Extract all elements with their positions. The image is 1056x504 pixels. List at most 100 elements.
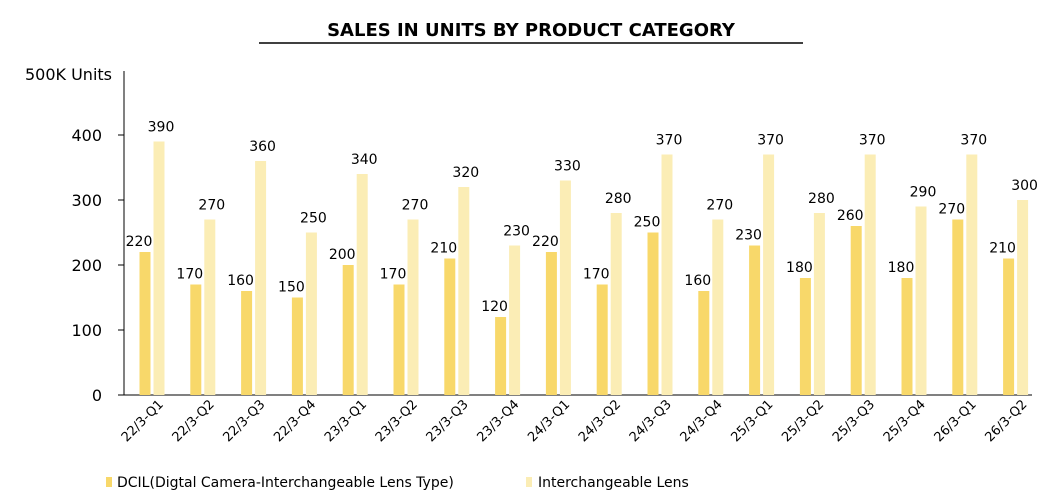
y-tick-label: 400: [71, 126, 102, 145]
bar-dcil: [139, 252, 151, 395]
bar-dcil: [952, 219, 964, 395]
value-label-interchangeable-lens: 250: [300, 211, 327, 227]
bar-dcil: [596, 284, 608, 395]
bar-interchangeable-lens: [204, 219, 216, 395]
bar-interchangeable-lens: [813, 213, 825, 395]
legend-swatch-dcil: [106, 477, 112, 487]
y-tick-label: 0: [92, 386, 102, 405]
bar-interchangeable-lens: [559, 180, 571, 395]
chart-title: SALES IN UNITS BY PRODUCT CATEGORY: [327, 20, 736, 41]
value-label-dcil: 120: [481, 299, 508, 315]
value-label-dcil: 270: [938, 202, 965, 218]
y-axis-ticks: 0 100 200 300 400: [71, 126, 124, 405]
value-label-interchangeable-lens: 290: [910, 185, 937, 201]
bar-interchangeable-lens: [763, 154, 775, 395]
value-label-interchangeable-lens: 370: [859, 133, 886, 149]
category-label: 24/3-Q1: [525, 397, 573, 445]
y-axis-label: 500K Units: [25, 65, 112, 84]
value-label-interchangeable-lens: 230: [503, 224, 530, 240]
value-label-interchangeable-lens: 360: [249, 139, 276, 155]
value-label-interchangeable-lens: 340: [351, 152, 378, 168]
value-label-interchangeable-lens: 370: [656, 133, 683, 149]
category-label: 25/3-Q2: [779, 397, 827, 445]
bar-interchangeable-lens: [407, 219, 419, 395]
value-label-dcil: 160: [227, 273, 254, 289]
category-label: 22/3-Q2: [170, 397, 218, 445]
value-label-dcil: 180: [888, 260, 915, 276]
bar-interchangeable-lens: [915, 206, 927, 395]
value-label-interchangeable-lens: 280: [808, 191, 835, 207]
bar-dcil: [291, 297, 303, 395]
value-label-interchangeable-lens: 390: [148, 120, 175, 136]
value-label-dcil: 170: [380, 267, 407, 283]
value-labels-group: 220 390 170 270 160 360 150 250 200 340 170 270 210 3…: [126, 120, 1038, 316]
bar-interchangeable-lens: [864, 154, 876, 395]
bar-dcil: [342, 265, 354, 395]
bar-interchangeable-lens: [255, 161, 267, 395]
category-label: 26/3-Q2: [982, 397, 1030, 445]
category-label: 24/3-Q3: [627, 397, 675, 445]
value-label-interchangeable-lens: 270: [706, 198, 733, 214]
category-label: 24/3-Q4: [678, 397, 726, 445]
bar-interchangeable-lens: [509, 245, 521, 395]
bar-dcil: [850, 226, 862, 395]
bar-dcil: [545, 252, 557, 395]
bar-dcil: [647, 232, 659, 395]
bar-dcil: [749, 245, 761, 395]
value-label-dcil: 170: [176, 267, 203, 283]
bar-interchangeable-lens: [712, 219, 724, 395]
bar-dcil: [901, 278, 913, 395]
legend: DCIL(Digtal Camera-Interchangeable Lens …: [106, 475, 689, 491]
category-label: 23/3-Q1: [322, 397, 370, 445]
bar-interchangeable-lens: [458, 187, 470, 395]
category-label: 25/3-Q1: [728, 397, 776, 445]
bar-interchangeable-lens: [966, 154, 978, 395]
bar-interchangeable-lens: [153, 141, 165, 395]
value-label-dcil: 210: [430, 241, 457, 257]
category-label: 25/3-Q4: [881, 397, 929, 445]
value-label-interchangeable-lens: 330: [554, 159, 581, 175]
y-tick-label: 300: [71, 191, 102, 210]
category-label: 26/3-Q1: [932, 397, 980, 445]
bar-dcil: [241, 291, 253, 395]
bar-dcil: [444, 258, 456, 395]
value-label-interchangeable-lens: 270: [198, 198, 225, 214]
value-label-dcil: 220: [126, 234, 153, 250]
bar-dcil: [190, 284, 202, 395]
category-label: 22/3-Q1: [119, 397, 167, 445]
value-label-dcil: 180: [786, 260, 813, 276]
category-label: 22/3-Q3: [220, 397, 268, 445]
bar-interchangeable-lens: [661, 154, 673, 395]
value-label-dcil: 260: [837, 208, 864, 224]
bar-interchangeable-lens: [305, 232, 317, 395]
legend-label-dcil: DCIL(Digtal Camera-Interchangeable Lens …: [117, 475, 454, 491]
bar-dcil: [698, 291, 710, 395]
value-label-dcil: 200: [329, 247, 356, 263]
bar-interchangeable-lens: [356, 174, 368, 395]
value-label-interchangeable-lens: 370: [960, 133, 987, 149]
category-label: 24/3-Q2: [576, 397, 624, 445]
value-label-dcil: 230: [735, 228, 762, 244]
category-label: 25/3-Q3: [830, 397, 878, 445]
value-label-dcil: 170: [583, 267, 610, 283]
bar-dcil: [495, 317, 507, 395]
bar-dcil: [799, 278, 811, 395]
category-label: 23/3-Q4: [474, 397, 522, 445]
value-label-interchangeable-lens: 370: [757, 133, 784, 149]
category-labels-group: 22/3-Q1 22/3-Q2 22/3-Q3 22/3-Q4 23/3-Q1 23/3-…: [119, 397, 1031, 445]
bar-dcil: [393, 284, 405, 395]
category-label: 23/3-Q2: [373, 397, 421, 445]
value-label-interchangeable-lens: 300: [1011, 178, 1038, 194]
value-label-dcil: 220: [532, 234, 559, 250]
value-label-dcil: 150: [278, 280, 305, 296]
value-label-dcil: 210: [989, 241, 1016, 257]
value-label-dcil: 160: [684, 273, 711, 289]
bars-group: [139, 141, 1029, 395]
value-label-interchangeable-lens: 280: [605, 191, 632, 207]
y-tick-label: 100: [71, 321, 102, 340]
bar-interchangeable-lens: [610, 213, 622, 395]
category-label: 22/3-Q4: [271, 397, 319, 445]
value-label-interchangeable-lens: 320: [452, 165, 479, 181]
legend-label-interchangeable-lens: Interchangeable Lens: [538, 475, 689, 491]
